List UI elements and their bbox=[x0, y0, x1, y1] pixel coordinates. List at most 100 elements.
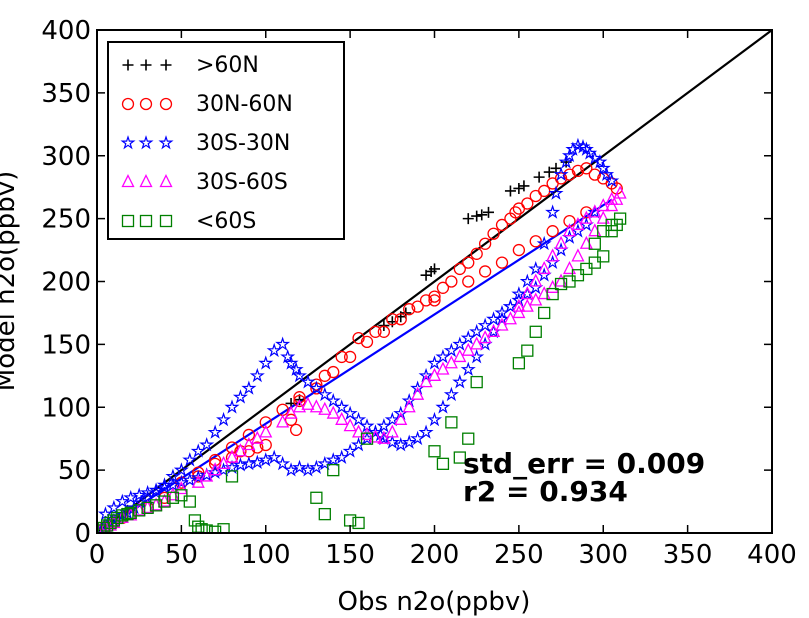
y-tick-label: 400 bbox=[41, 16, 91, 46]
data-point bbox=[289, 423, 303, 437]
data-point bbox=[308, 459, 324, 475]
data-point bbox=[317, 455, 333, 471]
y-tick-label: 50 bbox=[58, 456, 91, 486]
legend-marker bbox=[120, 135, 136, 150]
data-point bbox=[327, 365, 340, 379]
data-point bbox=[351, 437, 367, 452]
data-point bbox=[529, 292, 543, 306]
data-point bbox=[300, 374, 316, 389]
data-point bbox=[318, 401, 332, 415]
data-point bbox=[580, 262, 593, 276]
data-point bbox=[462, 432, 475, 445]
legend-marker bbox=[140, 59, 152, 71]
data-point bbox=[476, 209, 488, 221]
data-point bbox=[588, 237, 601, 250]
data-point bbox=[190, 443, 206, 458]
data-point bbox=[232, 457, 248, 472]
data-point bbox=[537, 260, 551, 275]
data-point bbox=[453, 348, 467, 363]
data-point bbox=[376, 418, 392, 433]
data-point bbox=[436, 361, 450, 375]
data-point bbox=[429, 263, 440, 275]
data-point bbox=[477, 317, 493, 332]
legend-marker bbox=[160, 59, 172, 71]
data-point bbox=[149, 499, 163, 512]
data-point bbox=[291, 459, 308, 475]
y-tick-label: 250 bbox=[41, 205, 91, 235]
data-point bbox=[249, 454, 265, 469]
data-point bbox=[291, 367, 308, 383]
data-point bbox=[394, 411, 408, 425]
data-point bbox=[394, 313, 407, 326]
data-point bbox=[283, 355, 299, 370]
legend-marker bbox=[158, 135, 174, 150]
data-point bbox=[317, 386, 333, 402]
legend-marker bbox=[138, 135, 154, 150]
data-point bbox=[401, 434, 417, 449]
data-point bbox=[546, 248, 560, 262]
data-point bbox=[509, 206, 522, 219]
x-tick-label: 150 bbox=[325, 540, 375, 570]
data-point bbox=[529, 273, 543, 287]
data-point bbox=[140, 484, 156, 500]
data-point bbox=[309, 399, 323, 413]
data-point bbox=[512, 357, 526, 370]
data-point bbox=[596, 210, 610, 224]
data-point bbox=[595, 160, 611, 175]
data-point bbox=[426, 355, 443, 370]
data-point bbox=[343, 418, 357, 432]
data-point bbox=[411, 300, 424, 313]
data-point bbox=[427, 367, 442, 381]
legend-marker bbox=[159, 174, 173, 188]
data-point bbox=[495, 317, 509, 331]
data-point bbox=[411, 386, 425, 400]
data-point bbox=[217, 455, 231, 469]
data-point bbox=[249, 367, 265, 383]
x-tick-label: 350 bbox=[663, 540, 713, 570]
data-point bbox=[605, 191, 619, 205]
data-point bbox=[553, 166, 569, 182]
data-point bbox=[478, 237, 492, 250]
legend-marker bbox=[139, 97, 153, 111]
data-point bbox=[435, 399, 451, 414]
data-point bbox=[546, 225, 559, 238]
data-point bbox=[259, 416, 272, 429]
data-point bbox=[571, 269, 585, 282]
data-point bbox=[351, 411, 367, 427]
data-point bbox=[325, 452, 341, 467]
data-point bbox=[156, 479, 173, 495]
data-point bbox=[597, 225, 610, 238]
data-point bbox=[225, 470, 239, 483]
data-point bbox=[360, 426, 374, 441]
data-point bbox=[114, 493, 130, 508]
data-point bbox=[512, 304, 526, 319]
data-point bbox=[571, 164, 585, 177]
data-point bbox=[325, 393, 341, 408]
data-point bbox=[561, 147, 578, 163]
data-point bbox=[548, 185, 564, 200]
data-point bbox=[224, 399, 240, 414]
data-point bbox=[592, 154, 608, 169]
data-point bbox=[242, 428, 256, 442]
data-point bbox=[195, 523, 208, 533]
data-point bbox=[232, 389, 248, 404]
data-point bbox=[158, 495, 171, 508]
data-point bbox=[367, 424, 383, 439]
data-point bbox=[495, 218, 509, 232]
data-point bbox=[428, 290, 441, 303]
data-point bbox=[462, 213, 474, 225]
data-point bbox=[521, 344, 534, 357]
data-point bbox=[529, 235, 542, 248]
data-point bbox=[377, 430, 391, 444]
data-point bbox=[588, 256, 601, 269]
data-point bbox=[225, 441, 239, 454]
data-point bbox=[283, 462, 299, 477]
data-point bbox=[233, 443, 247, 457]
data-point bbox=[596, 198, 610, 212]
data-point bbox=[418, 424, 434, 439]
data-point bbox=[385, 424, 399, 438]
data-point bbox=[259, 424, 273, 438]
data-point bbox=[502, 298, 518, 314]
data-point bbox=[148, 482, 164, 497]
data-point bbox=[334, 449, 350, 464]
